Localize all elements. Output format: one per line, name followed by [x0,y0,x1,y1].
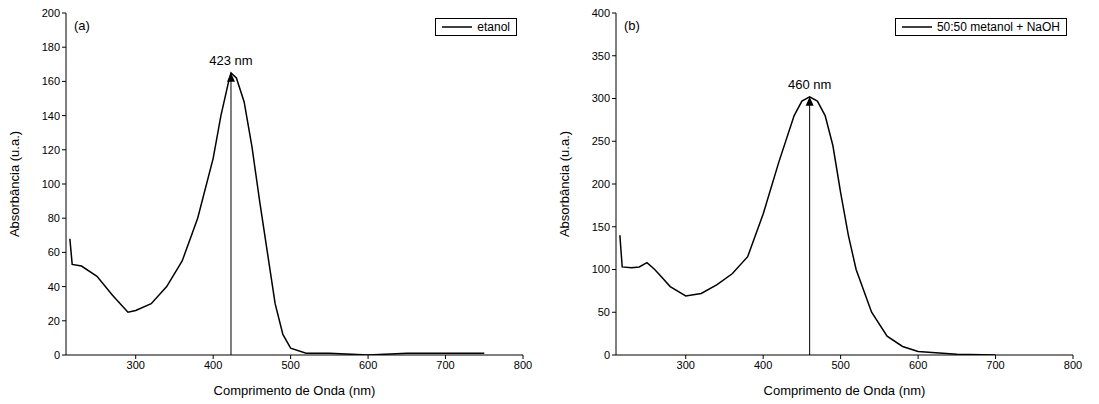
svg-text:Comprimento de Onda (nm): Comprimento de Onda (nm) [214,383,376,398]
svg-text:423 nm: 423 nm [209,53,252,68]
svg-text:150: 150 [592,221,610,233]
svg-text:40: 40 [48,281,60,293]
svg-text:Absorbância (u.a.): Absorbância (u.a.) [557,131,572,237]
svg-text:800: 800 [1064,359,1082,371]
svg-text:600: 600 [359,359,377,371]
html-text:50:50 metanol + NaOH: 50:50 metanol + NaOH [936,20,1060,34]
svg-text:60: 60 [48,246,60,258]
svg-text:300: 300 [127,359,145,371]
svg-text:20: 20 [48,315,60,327]
svg-text:300: 300 [677,359,695,371]
svg-text:Comprimento de Onda (nm): Comprimento de Onda (nm) [764,383,926,398]
svg-text:500: 500 [831,359,849,371]
svg-text:460 nm: 460 nm [788,77,831,92]
svg-text:400: 400 [204,359,222,371]
svg-text:160: 160 [42,75,60,87]
svg-text:300: 300 [592,92,610,104]
svg-text:250: 250 [592,135,610,147]
svg-text:0: 0 [604,349,610,361]
svg-text:400: 400 [592,7,610,19]
svg-text:80: 80 [48,212,60,224]
svg-text:400: 400 [754,359,772,371]
svg-text:100: 100 [42,178,60,190]
html-text:(a): (a) [74,18,90,33]
svg-text:100: 100 [592,263,610,275]
svg-text:0: 0 [54,349,60,361]
svg-text:200: 200 [592,178,610,190]
svg-text:600: 600 [909,359,927,371]
svg-text:800: 800 [514,359,532,371]
html-text:etanol: etanol [477,20,510,34]
svg-text:180: 180 [42,41,60,53]
svg-text:140: 140 [42,110,60,122]
svg-text:200: 200 [42,7,60,19]
svg-text:500: 500 [281,359,299,371]
svg-text:Absorbância (u.a.): Absorbância (u.a.) [7,131,22,237]
svg-text:120: 120 [42,144,60,156]
svg-text:700: 700 [436,359,454,371]
html-text:(b): (b) [624,18,640,33]
svg-text:350: 350 [592,50,610,62]
svg-text:50: 50 [598,306,610,318]
svg-text:700: 700 [986,359,1004,371]
